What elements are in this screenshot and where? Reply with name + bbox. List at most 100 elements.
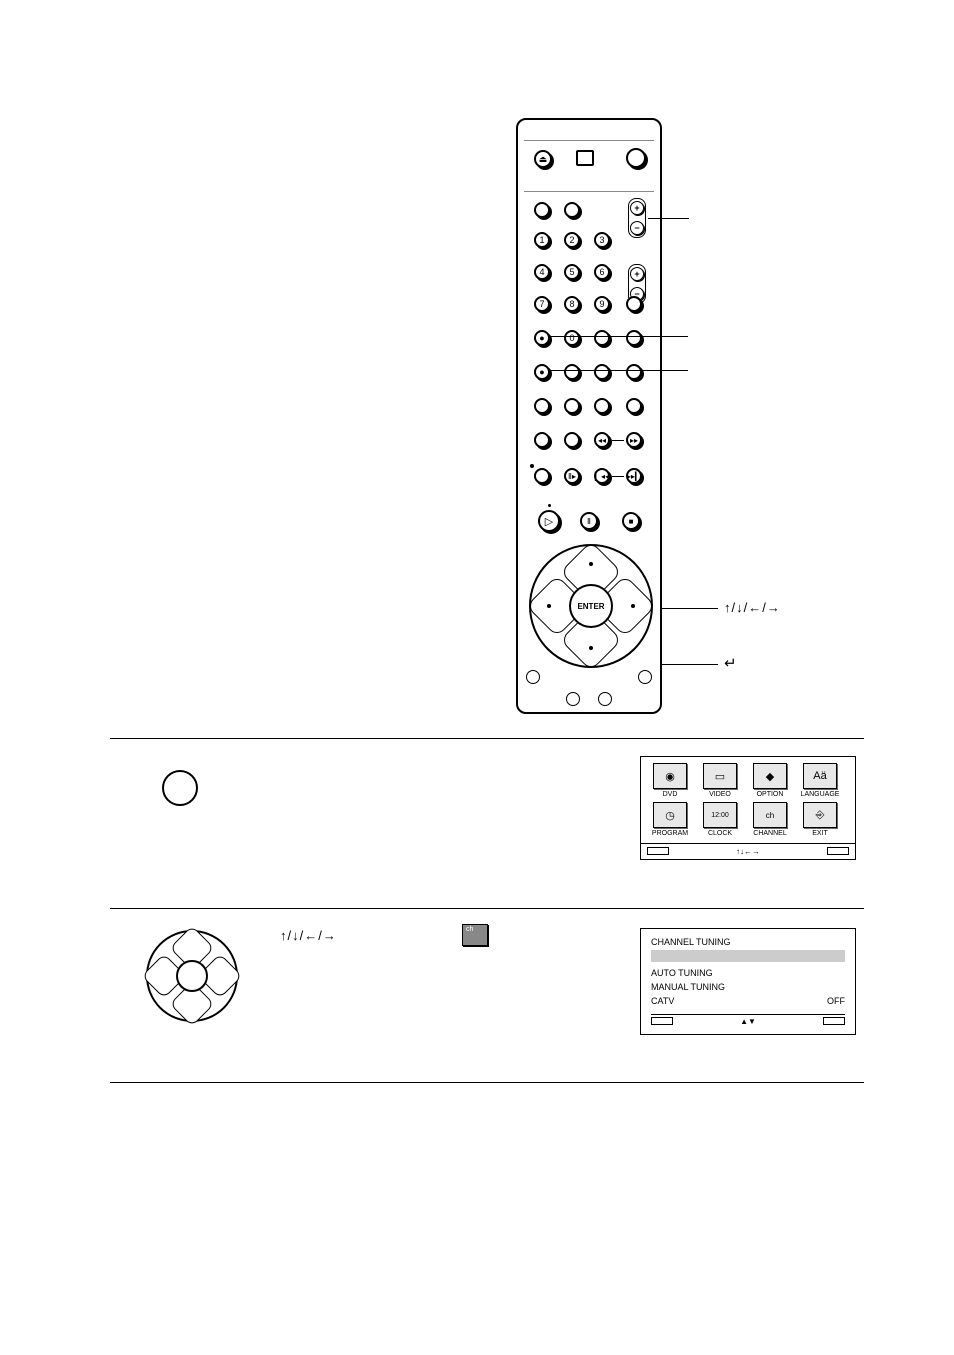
channel-tuning-title: CHANNEL TUNING [651, 937, 845, 947]
step-1-icon [162, 770, 198, 806]
menu-label-exit: EXIT [812, 830, 828, 837]
numpad-5-label: 5 [569, 267, 574, 277]
aux-button-e [626, 330, 642, 346]
option-icon: ◆ [753, 763, 787, 789]
row-b-3 [594, 398, 610, 414]
row-a-2 [564, 364, 580, 380]
numpad-2: 2 [564, 232, 580, 248]
stop-button: ■ [622, 512, 640, 530]
row-a-1: ● [534, 364, 550, 380]
channel-icon: ch [753, 802, 787, 828]
tuning-row-catv: CATV OFF [651, 996, 845, 1010]
row-d-1 [534, 468, 550, 484]
remote-control: ⏏ +− +− 1 2 3 4 5 6 7 8 9 ● 0 ● ◂◂ ▸▸ [516, 118, 662, 714]
transport-link-1 [612, 440, 624, 441]
numpad-0-label: 0 [569, 333, 574, 343]
menu-cell-option: ◆OPTION [747, 763, 793, 798]
step-button: Ⅱ▸ [564, 468, 580, 484]
lead-line-arrows [662, 608, 718, 609]
numpad-6: 6 [594, 264, 610, 280]
lead-dot [688, 218, 689, 219]
numpad-1-label: 1 [539, 235, 544, 245]
aux-button-a [534, 202, 550, 218]
menu-label-video: VIDEO [709, 791, 731, 798]
exit-icon: ⎆ [803, 802, 837, 828]
display-button [576, 150, 594, 166]
menu-label-language: LANGUAGE [801, 791, 840, 798]
numpad-8-label: 8 [569, 299, 574, 309]
enter-label: ENTER [577, 602, 604, 611]
aux-button-d [594, 330, 610, 346]
numpad-3-label: 3 [599, 235, 604, 245]
step-2-dpad-icon [146, 930, 238, 1022]
menu-label-dvd: DVD [663, 791, 678, 798]
tuning-row-catv-label: CATV [651, 996, 674, 1010]
prev-button: ▎◂◂ [594, 468, 610, 484]
numpad-5: 5 [564, 264, 580, 280]
row-b-2 [564, 398, 580, 414]
dvd-icon: ◉ [653, 763, 687, 789]
section-divider-1 [110, 738, 864, 739]
lead-line-row-a [548, 370, 688, 371]
rew-button: ◂◂ [594, 432, 610, 448]
numpad-2-label: 2 [569, 235, 574, 245]
channel-tuning-footer: ▲▼ [651, 1014, 845, 1026]
next-button: ▸▸▎ [626, 468, 642, 484]
ff-button: ▸▸ [626, 432, 642, 448]
menu-cell-program: ◷ PROGRAM [647, 802, 693, 837]
numpad-8: 8 [564, 296, 580, 312]
row-c-1 [534, 432, 550, 448]
tuning-row-catv-val: OFF [827, 996, 845, 1010]
menu-cell-exit: ⎆ EXIT [797, 802, 843, 837]
callout-return-icon: ↵ [724, 654, 737, 672]
numpad-3: 3 [594, 232, 610, 248]
play-dot [548, 504, 551, 507]
ir-dot [530, 464, 534, 468]
menu-cell-channel: ch CHANNEL [747, 802, 793, 837]
volume-rocker: +− [628, 198, 646, 238]
program-icon: ◷ [653, 802, 687, 828]
row-a-4 [626, 364, 642, 380]
tuning-row-auto-label: AUTO TUNING [651, 968, 713, 982]
numpad-4: 4 [534, 264, 550, 280]
rec-button: ● [534, 330, 550, 346]
channel-tuning-footer-arrows: ▲▼ [740, 1017, 756, 1026]
menu-label-clock: CLOCK [708, 830, 732, 837]
tuning-row-manual-label: MANUAL TUNING [651, 982, 725, 996]
transport-link-2 [612, 476, 624, 477]
section-divider-3 [110, 1082, 864, 1083]
menu-cell-video: ▭ VIDEO [697, 763, 743, 798]
menu-cell-clock: 12:00CLOCK [697, 802, 743, 837]
step-2-arrows-text: ↑/↓/←/→ [280, 928, 337, 943]
menu-label-program: PROGRAM [652, 830, 688, 837]
numpad-7: 7 [534, 296, 550, 312]
lead-line-rocker-1 [648, 218, 688, 219]
row-a-3 [594, 364, 610, 380]
numpad-6-label: 6 [599, 267, 604, 277]
menu-cell-dvd: ◉ DVD [647, 763, 693, 798]
row-b-4 [626, 398, 642, 414]
callout-arrows: ↑/↓/←/→ [724, 600, 781, 615]
section-divider-2 [110, 908, 864, 909]
channel-tuning-highlight [651, 950, 845, 962]
numpad-0: 0 [564, 330, 580, 346]
row-b-1 [534, 398, 550, 414]
play-button: ▷ [538, 510, 560, 532]
row-c-2 [564, 432, 580, 448]
video-icon: ▭ [703, 763, 737, 789]
lead-line-rec [548, 336, 688, 337]
menu-label-channel: CHANNEL [753, 830, 786, 837]
lead-line-return [662, 664, 718, 665]
setup-menu-footer: ↑↓←→ [641, 843, 855, 859]
tuning-row-auto: AUTO TUNING [651, 968, 845, 982]
setup-menu-grid: ◉DVD ▭VIDEO ◆OPTION AäLANGUAGE ◷PROGRAM … [641, 757, 855, 843]
dpad: ENTER [529, 544, 653, 668]
aux-button-b [564, 202, 580, 218]
aux-button-c [626, 296, 642, 312]
setup-menu-footer-arrows: ↑↓←→ [736, 847, 760, 856]
eject-button: ⏏ [534, 150, 552, 168]
remote-bottom-trim [524, 668, 654, 706]
step-2-channel-tile-label: ch [466, 926, 473, 933]
power-button [626, 148, 646, 168]
setup-menu: ◉DVD ▭VIDEO ◆OPTION AäLANGUAGE ◷PROGRAM … [640, 756, 856, 860]
